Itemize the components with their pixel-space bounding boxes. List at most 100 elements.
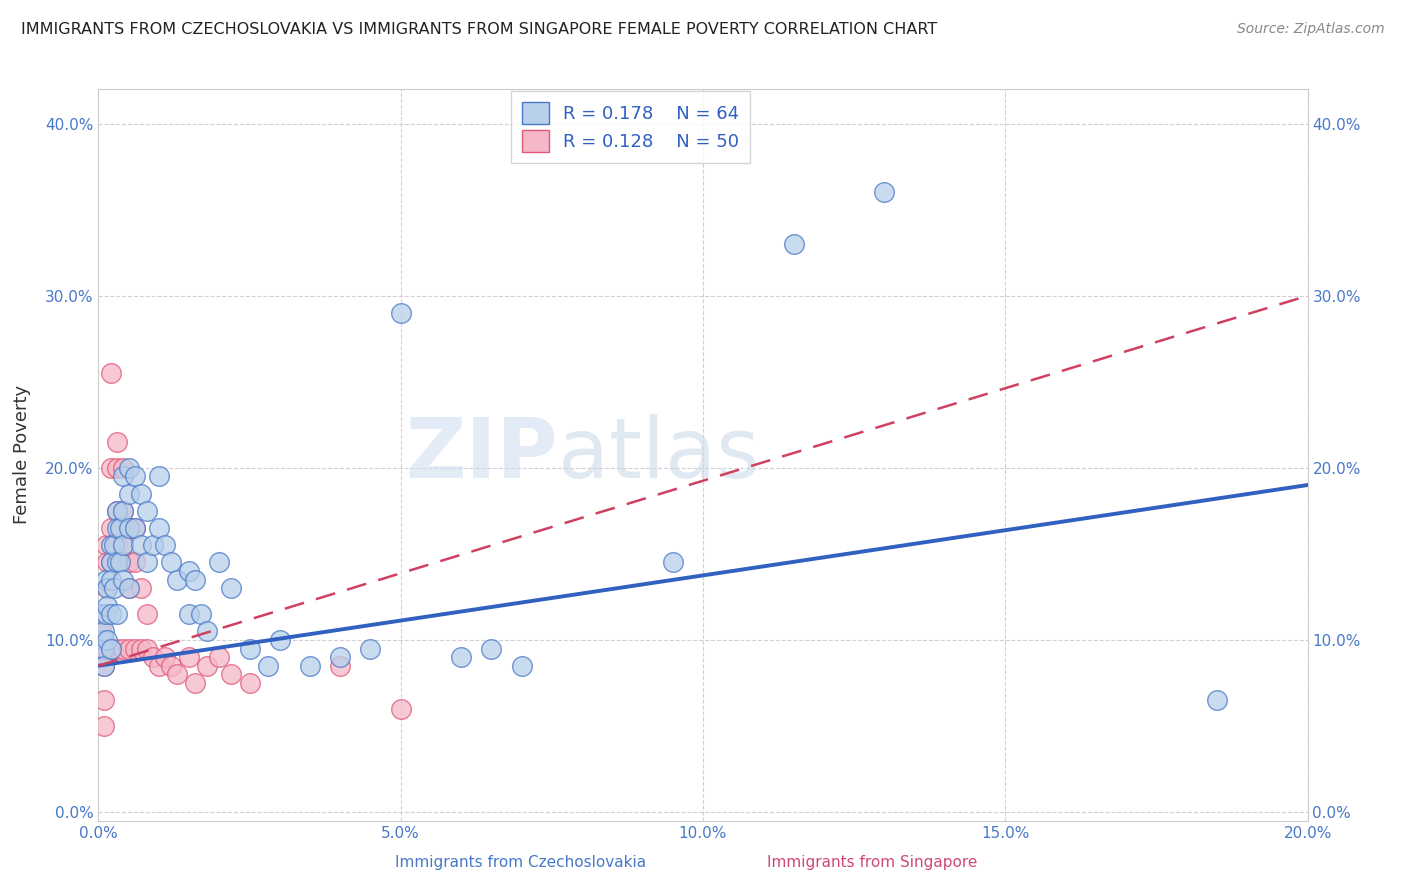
Point <box>118 556 141 570</box>
Point <box>94 607 117 621</box>
Point <box>103 582 125 596</box>
Point <box>135 641 157 656</box>
Point <box>100 573 122 587</box>
Point <box>100 556 122 570</box>
Point <box>90 607 112 621</box>
Point <box>93 693 115 707</box>
Point <box>208 556 231 570</box>
Point <box>360 641 382 656</box>
Point <box>299 658 322 673</box>
Point <box>111 573 134 587</box>
Point <box>103 538 125 552</box>
Point <box>100 607 122 621</box>
Point <box>93 658 115 673</box>
Point <box>179 607 201 621</box>
Point <box>166 573 188 587</box>
Point <box>105 538 128 552</box>
Point <box>124 521 146 535</box>
Point <box>94 538 117 552</box>
Point <box>129 641 152 656</box>
Point <box>100 641 122 656</box>
Point <box>91 632 114 647</box>
Point <box>96 641 118 656</box>
Point <box>111 460 134 475</box>
Point <box>105 607 128 621</box>
Point <box>111 469 134 483</box>
Point <box>111 538 134 552</box>
Point <box>108 556 131 570</box>
Point <box>481 641 503 656</box>
Point <box>91 650 114 665</box>
Point <box>221 582 243 596</box>
Point <box>105 504 128 518</box>
Point <box>96 599 118 613</box>
Point <box>153 650 176 665</box>
Point <box>111 641 134 656</box>
Point <box>96 582 118 596</box>
Point <box>148 469 170 483</box>
Point <box>118 486 141 500</box>
Point <box>118 582 141 596</box>
Point <box>166 667 188 681</box>
Point <box>179 564 201 578</box>
Point <box>510 658 533 673</box>
Text: IMMIGRANTS FROM CZECHOSLOVAKIA VS IMMIGRANTS FROM SINGAPORE FEMALE POVERTY CORRE: IMMIGRANTS FROM CZECHOSLOVAKIA VS IMMIGR… <box>21 22 938 37</box>
Point <box>160 658 183 673</box>
Point <box>160 556 183 570</box>
Point <box>661 556 683 570</box>
Point <box>105 521 128 535</box>
Point <box>190 607 212 621</box>
Text: Source: ZipAtlas.com: Source: ZipAtlas.com <box>1237 22 1385 37</box>
Point <box>124 469 146 483</box>
Point <box>93 658 115 673</box>
Point <box>135 504 157 518</box>
Point <box>124 641 146 656</box>
Point <box>184 676 207 690</box>
Text: Immigrants from Czechoslovakia: Immigrants from Czechoslovakia <box>395 855 645 870</box>
Point <box>208 650 231 665</box>
Point <box>129 582 152 596</box>
Point <box>184 573 207 587</box>
Point <box>93 641 115 656</box>
Point <box>148 658 170 673</box>
Point <box>1206 693 1229 707</box>
Point <box>783 237 806 252</box>
Point <box>105 504 128 518</box>
Point <box>269 632 291 647</box>
Point <box>94 573 117 587</box>
Text: ZIP: ZIP <box>405 415 558 495</box>
Point <box>124 556 146 570</box>
Point <box>221 667 243 681</box>
Point <box>100 366 122 380</box>
Point <box>96 556 118 570</box>
Point <box>142 538 165 552</box>
Point <box>105 641 128 656</box>
Point <box>100 521 122 535</box>
Point <box>100 641 122 656</box>
Legend: R = 0.178    N = 64, R = 0.128    N = 50: R = 0.178 N = 64, R = 0.128 N = 50 <box>510 91 751 163</box>
Text: atlas: atlas <box>558 415 759 495</box>
Point <box>118 582 141 596</box>
Point <box>135 607 157 621</box>
Point <box>108 521 131 535</box>
Point <box>124 521 146 535</box>
Point <box>100 460 122 475</box>
Point <box>111 538 134 552</box>
Point <box>239 641 262 656</box>
Point <box>450 650 472 665</box>
Point <box>118 521 141 535</box>
Point <box>105 460 128 475</box>
Point <box>329 658 352 673</box>
Point <box>329 650 352 665</box>
Point <box>873 186 896 200</box>
Point <box>195 624 218 639</box>
Point <box>111 504 134 518</box>
Point <box>90 624 112 639</box>
Point <box>105 556 128 570</box>
Point <box>118 521 141 535</box>
Point <box>111 504 134 518</box>
Point <box>100 556 122 570</box>
Point <box>389 702 412 716</box>
Point <box>389 306 412 320</box>
Point <box>153 538 176 552</box>
